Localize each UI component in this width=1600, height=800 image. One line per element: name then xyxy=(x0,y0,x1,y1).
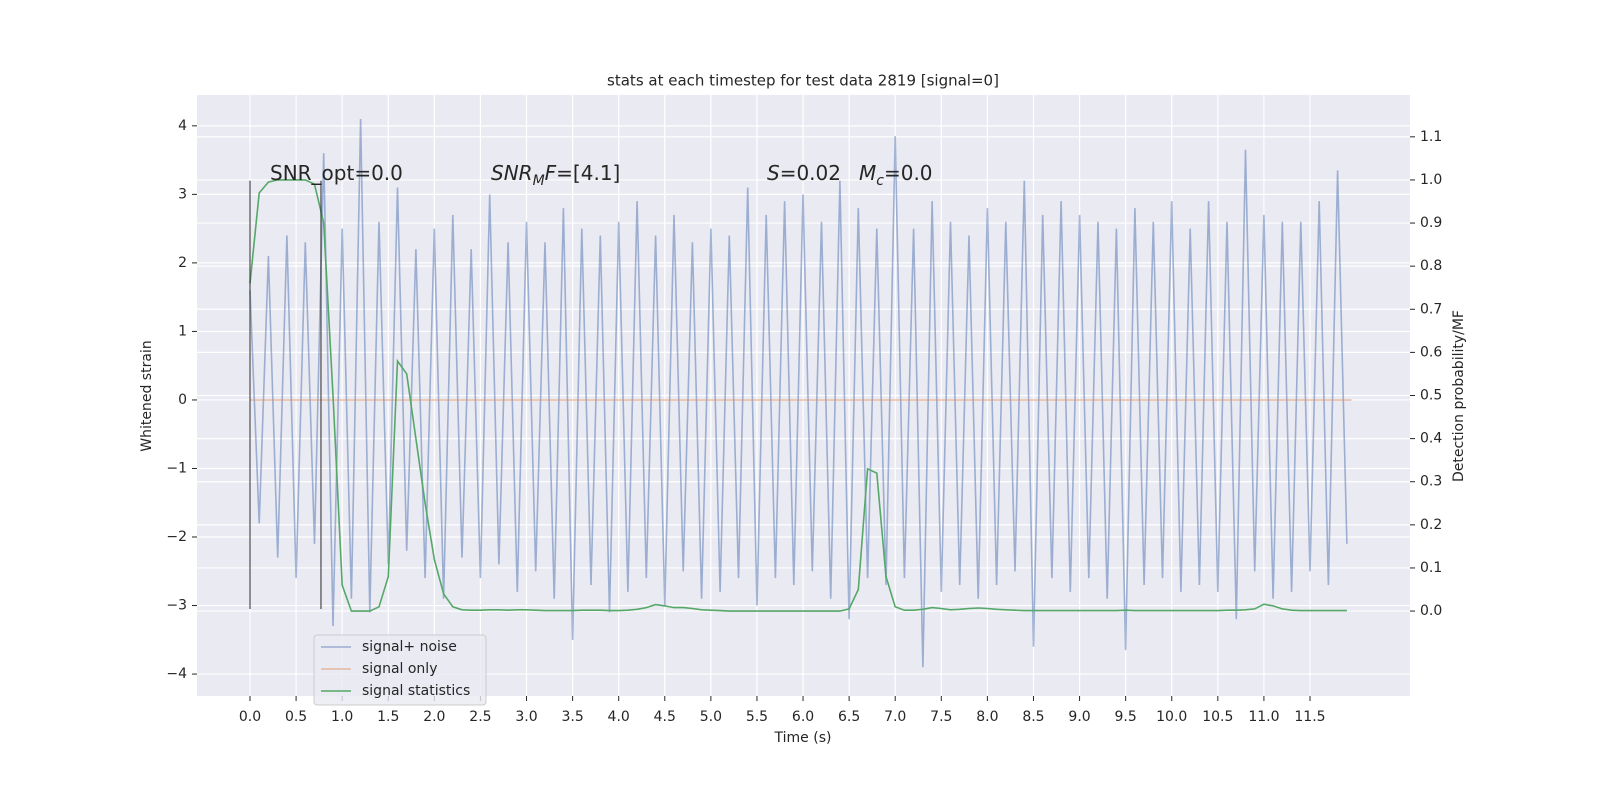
x-tick-label: 6.0 xyxy=(792,709,814,725)
y-tick-label: −1 xyxy=(166,460,187,476)
y2-tick-label: 0.9 xyxy=(1420,215,1442,231)
legend: signal+ noise signal only signal statistic… xyxy=(313,634,487,706)
x-tick-label: 8.5 xyxy=(1022,709,1044,725)
x-tick-label: 1.5 xyxy=(377,709,399,725)
annotation: SNR_opt=0.0 xyxy=(270,161,403,185)
legend-box xyxy=(313,634,487,706)
x-tick-label: 1.0 xyxy=(331,709,353,725)
legend-label: signal only xyxy=(362,661,437,677)
x-tick-label: 10.5 xyxy=(1202,709,1233,725)
y-tick-label: −4 xyxy=(166,666,187,682)
annotation-part: SNR xyxy=(491,161,533,185)
annotation-part: c xyxy=(876,173,884,189)
annotation-part: S xyxy=(767,161,780,185)
y2-tick-label: 0.2 xyxy=(1420,517,1442,533)
annotation-part: SNR_opt=0.0 xyxy=(270,161,403,185)
y2-tick-label: 0.3 xyxy=(1420,474,1442,490)
x-tick-label: 2.5 xyxy=(469,709,491,725)
y-tick-label: 4 xyxy=(178,118,187,134)
annotation-part: M xyxy=(859,161,876,185)
x-tick-label: 7.0 xyxy=(884,709,906,725)
y-tick-label: 3 xyxy=(178,186,187,202)
x-tick-label: 9.5 xyxy=(1115,709,1137,725)
y2-tick-label: 1.0 xyxy=(1420,172,1442,188)
x-tick-label: 9.0 xyxy=(1068,709,1090,725)
chart-title: stats at each timestep for test data 281… xyxy=(607,72,999,90)
y-tick-label: 0 xyxy=(178,392,187,408)
annotation: S=0.02 xyxy=(767,161,841,185)
x-tick-label: 4.0 xyxy=(608,709,630,725)
x-tick-label: 8.0 xyxy=(976,709,998,725)
x-tick-label: 11.0 xyxy=(1248,709,1279,725)
y-tick-label: 2 xyxy=(178,255,187,271)
y2-tick-label: 0.7 xyxy=(1420,301,1442,317)
y2-tick-label: 0.8 xyxy=(1420,258,1442,274)
y2-tick-label: 1.1 xyxy=(1420,129,1442,145)
x-tick-label: 11.5 xyxy=(1294,709,1325,725)
x-tick-label: 3.5 xyxy=(561,709,583,725)
annotation: Mc=0.0 xyxy=(859,161,933,189)
x-tick-label: 3.0 xyxy=(515,709,537,725)
annotation-part: F xyxy=(545,161,557,185)
y-tick-label: −2 xyxy=(166,529,187,545)
y2-tick-label: 0.1 xyxy=(1420,560,1442,576)
y2-tick-label: 0.5 xyxy=(1420,388,1442,404)
x-tick-label: 10.0 xyxy=(1156,709,1187,725)
x-tick-label: 7.5 xyxy=(930,709,952,725)
x-axis-label: Time (s) xyxy=(774,730,832,746)
series-line xyxy=(249,118,1348,668)
y-axis-label: Whitened strain xyxy=(139,340,155,451)
x-tick-label: 5.5 xyxy=(746,709,768,725)
annotation-part: =0.02 xyxy=(780,161,841,185)
y-tick-label: 1 xyxy=(178,323,187,339)
annotation-part: M xyxy=(533,173,545,189)
y2-axis-label: Detection probability/MF xyxy=(1451,310,1467,482)
x-tick-label: 5.0 xyxy=(700,709,722,725)
legend-label: signal statistics xyxy=(362,683,470,699)
series-line xyxy=(249,179,1347,612)
legend-label: signal+ noise xyxy=(362,639,457,655)
x-tick-label: 2.0 xyxy=(423,709,445,725)
y2-tick-label: 0.0 xyxy=(1420,603,1442,619)
x-tick-label: 0.0 xyxy=(239,709,261,725)
annotation-part: =0.0 xyxy=(884,161,933,185)
y2-tick-label: 0.4 xyxy=(1420,431,1442,447)
y-tick-label: −3 xyxy=(166,598,187,614)
y2-tick-label: 0.6 xyxy=(1420,344,1442,360)
x-tick-label: 6.5 xyxy=(838,709,860,725)
x-tick-label: 0.5 xyxy=(285,709,307,725)
x-tick-label: 4.5 xyxy=(654,709,676,725)
annotation-part: =[4.1] xyxy=(556,161,620,185)
annotation: SNRMF=[4.1] xyxy=(491,161,620,189)
